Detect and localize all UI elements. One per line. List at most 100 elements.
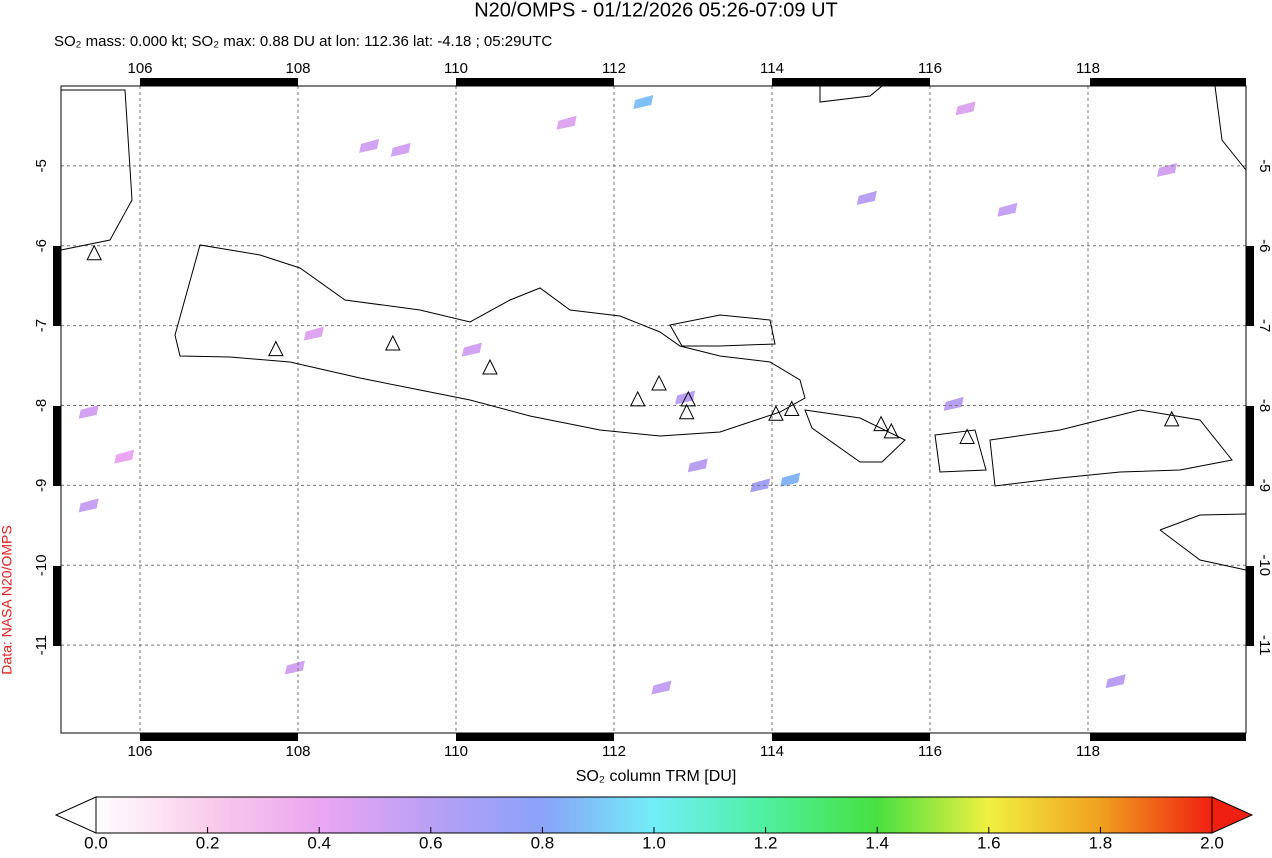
colorbar-ticks: 0.0 0.2 0.4 0.6 0.8 1.0 1.2 1.4 1.6 1.8 2.0	[84, 827, 1224, 852]
frame-band	[1246, 246, 1254, 326]
so2-cell	[687, 458, 708, 473]
frame-band	[1246, 406, 1254, 486]
volcano	[783, 400, 800, 416]
frame-band	[772, 733, 930, 741]
colorbar-tick-label: 1.8	[1089, 833, 1113, 852]
colorbar-tick-label: 0.8	[531, 833, 555, 852]
volcano	[1163, 410, 1180, 427]
y-tick-label: -7	[33, 319, 50, 332]
colorbar-under	[54, 796, 97, 834]
frame-band	[456, 733, 614, 741]
coastline	[989, 409, 1233, 487]
so2-cell	[390, 142, 411, 157]
volcano	[959, 428, 975, 444]
volcano-layer	[86, 244, 1180, 444]
x-tick-label: 110	[444, 743, 468, 760]
so2-cell	[955, 101, 976, 116]
frame-band	[1090, 733, 1246, 741]
x-tick-label: 106	[127, 743, 152, 760]
coastlines	[60, 85, 1247, 571]
so2-cell	[303, 326, 324, 341]
frame-band	[53, 406, 61, 486]
colorbar-tick-label: 0.2	[196, 833, 220, 852]
x-tick-label: 114	[760, 743, 784, 760]
so2-cell	[780, 472, 801, 487]
volcano	[680, 390, 697, 407]
y-tick-label: -8	[33, 399, 50, 412]
so2-cell	[461, 342, 482, 357]
frame-band	[140, 733, 298, 741]
x-tick-label: 116	[918, 743, 942, 760]
coastline	[934, 429, 987, 473]
so2-cell	[856, 190, 877, 205]
so2-cell	[78, 498, 99, 513]
x-tick-label: 108	[285, 743, 310, 760]
so2-cell	[633, 94, 654, 109]
cells-layer	[78, 94, 1177, 695]
colorbar-label: SO₂ column TRM [DU]	[576, 768, 737, 785]
y-tick-label: -7	[1256, 319, 1272, 332]
y-tick-label: -9	[1256, 479, 1272, 492]
x-tick-label: 108	[285, 60, 310, 77]
colorbar-tick-label: 1.0	[642, 833, 666, 852]
frame-band	[53, 246, 61, 326]
colorbar-tick-label: 1.4	[865, 833, 889, 852]
frame-band	[53, 566, 61, 646]
x-tick-label: 118	[1076, 60, 1100, 77]
so2-cell	[997, 202, 1018, 217]
colorbar-tick-label: 0.4	[307, 833, 331, 852]
x-tick-label: 116	[918, 60, 942, 77]
colorbar-tick-label: 0.0	[84, 833, 108, 852]
coastline	[819, 85, 883, 103]
colorbar-tick-label: 2.0	[1200, 833, 1224, 852]
chart-title: N20/OMPS - 01/12/2026 05:26-07:09 UT	[474, 0, 838, 21]
volcano	[873, 415, 889, 432]
volcano	[268, 340, 284, 357]
volcano	[629, 390, 646, 407]
frame-band	[1090, 78, 1246, 86]
y-tick-label: -10	[1256, 554, 1272, 576]
x-tick-label: 112	[602, 60, 626, 77]
volcano	[883, 422, 900, 439]
x-tick-label: 114	[760, 60, 784, 77]
coastline	[669, 314, 776, 347]
x-tick-label: 118	[1076, 743, 1100, 760]
volcano	[651, 374, 667, 391]
so2-cell	[284, 660, 305, 675]
so2-cell	[750, 478, 771, 493]
y-tick-label: -10	[33, 554, 50, 576]
frame-band	[140, 78, 298, 86]
so2-cell	[556, 115, 577, 130]
coastline	[1159, 513, 1247, 571]
frame-band	[456, 78, 614, 86]
frame-band	[1246, 566, 1254, 646]
colorbar-tick-label: 1.6	[977, 833, 1001, 852]
volcano	[86, 244, 102, 261]
credit: Data: NASA N20/OMPS	[0, 525, 15, 674]
y-tick-label: -8	[1256, 399, 1272, 412]
coastline	[804, 409, 906, 463]
colorbar-tick-label: 1.2	[754, 833, 778, 852]
y-tick-label: -6	[1256, 239, 1272, 252]
chart-subtitle: SO₂ mass: 0.000 kt; SO₂ max: 0.88 DU at …	[54, 33, 552, 50]
y-tick-label: -5	[33, 159, 50, 172]
volcano	[768, 405, 784, 421]
frame-bands	[53, 78, 1254, 741]
volcano	[482, 358, 498, 375]
x-tick-label: 106	[127, 60, 152, 77]
volcano	[384, 334, 401, 351]
colorbar-over	[1211, 796, 1254, 834]
colorbar-tick-label: 0.6	[419, 833, 443, 852]
frame-band	[772, 78, 930, 86]
so2-cell	[78, 404, 99, 419]
x-tick-label: 112	[602, 743, 626, 760]
so2-cell	[359, 138, 380, 153]
y-tick-label: -9	[33, 479, 50, 492]
y-tick-label: -11	[33, 635, 50, 656]
volcano	[678, 403, 695, 420]
y-tick-label: -5	[1256, 159, 1272, 172]
y-tick-label: -11	[1256, 635, 1272, 656]
x-tick-label: 110	[444, 60, 468, 77]
y-tick-label: -6	[33, 239, 50, 252]
